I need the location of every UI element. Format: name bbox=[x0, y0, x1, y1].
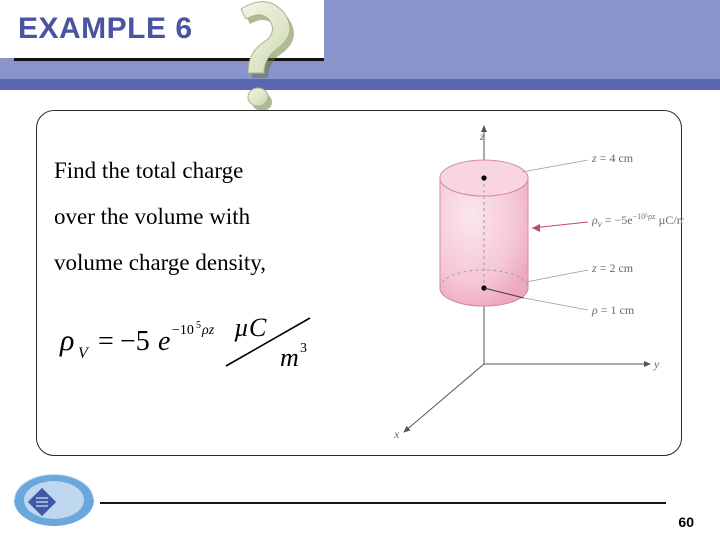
label-rho1: ρ = 1 cm bbox=[591, 303, 635, 317]
body-line-2: over the volume with bbox=[54, 194, 374, 240]
slide-title: EXAMPLE 6 bbox=[18, 12, 193, 46]
body-line-1: Find the total charge bbox=[54, 148, 374, 194]
label-density: ρv = −5e−10⁵ρz µC/m3 bbox=[591, 212, 684, 229]
formula-exp-tail: ρz bbox=[201, 323, 215, 338]
formula-coeff: −5 bbox=[120, 326, 150, 357]
formula-rho: ρ bbox=[59, 324, 74, 357]
formula-exp-sup: 5 bbox=[196, 320, 201, 331]
formula-e: e bbox=[158, 326, 170, 357]
density-formula: ρ V = −5 e −10 5 ρz µC m 3 bbox=[58, 300, 358, 390]
lead-rho bbox=[524, 298, 588, 310]
formula-eq: = bbox=[98, 326, 114, 357]
formula-unit-exp: 3 bbox=[300, 341, 307, 356]
axis-label-x: x bbox=[393, 427, 400, 440]
question-mark-icon bbox=[214, 0, 304, 116]
formula-unit-num: µC bbox=[234, 313, 267, 342]
formula-unit-m: m bbox=[280, 343, 299, 372]
logo-icon bbox=[10, 470, 98, 530]
label-z4: z = 4 cm bbox=[591, 151, 634, 165]
lead-z2 bbox=[526, 270, 588, 282]
axis-label-z: z bbox=[479, 129, 485, 143]
label-z2: z = 2 cm bbox=[591, 261, 634, 275]
body-line-3: volume charge density, bbox=[54, 240, 374, 286]
slide: EXAMPLE 6 Find the total charge over the… bbox=[0, 0, 720, 540]
lead-density bbox=[532, 222, 588, 228]
cylinder-diagram: z y x z = 4 cm z = 2 cm ρ = 1 cm ρv = bbox=[374, 120, 684, 440]
lead-z4 bbox=[522, 160, 588, 172]
body-text-block: Find the total charge over the volume wi… bbox=[54, 148, 374, 286]
top-center-point bbox=[481, 175, 486, 180]
formula-sub-v: V bbox=[78, 345, 90, 362]
formula-exp-base: −10 bbox=[172, 323, 194, 338]
axis-label-y: y bbox=[653, 357, 660, 371]
x-axis bbox=[404, 364, 484, 432]
page-number: 60 bbox=[678, 514, 694, 530]
footer-rule bbox=[100, 502, 666, 504]
lead-density-arrow bbox=[532, 224, 540, 232]
